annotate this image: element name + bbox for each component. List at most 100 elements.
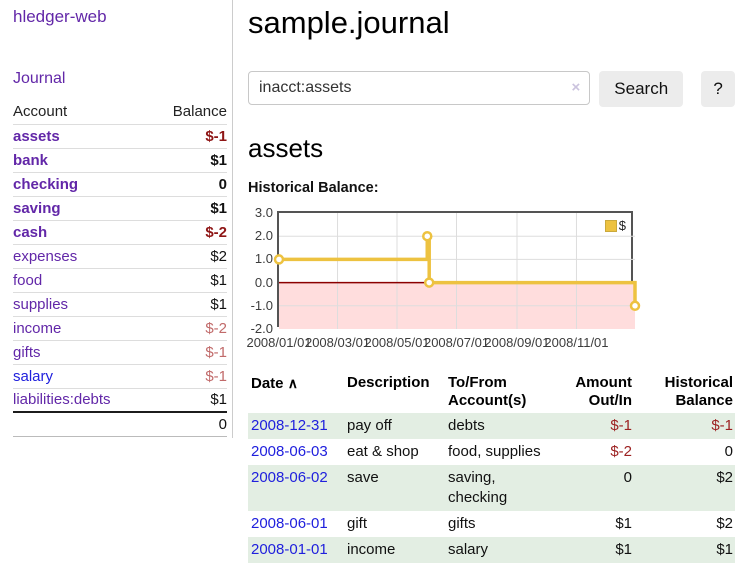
transaction-accounts: saving, checking (448, 469, 508, 506)
account-balance: $2 (150, 244, 227, 269)
transaction-amount: $-1 (610, 417, 632, 434)
sidebar-account-bank[interactable]: bank (13, 151, 49, 169)
account-column-header: Account (13, 100, 151, 125)
y-axis-tick-label: -2.0 (250, 321, 273, 336)
sidebar-account-food[interactable]: food (13, 271, 43, 289)
account-row: supplies $1 (13, 292, 227, 317)
x-axis-tick-label: 2008/05/01 (364, 335, 430, 350)
account-row: assets $-1 (13, 124, 227, 149)
transaction-accounts: debts (448, 417, 485, 434)
account-row: expenses $2 (13, 244, 227, 269)
sidebar-account-saving[interactable]: saving (13, 199, 61, 217)
account-balance: $-1 (150, 340, 227, 365)
account-row: salary $-1 (13, 364, 227, 389)
sidebar-account-salary[interactable]: salary (13, 367, 54, 385)
sidebar-item-journal[interactable]: Journal (13, 70, 66, 87)
account-row: saving $1 (13, 196, 227, 221)
transaction-description: income (347, 541, 396, 558)
transaction-date-link[interactable]: 2008-12-31 (251, 417, 328, 434)
sidebar-account-supplies[interactable]: supplies (13, 295, 69, 313)
account-balance: $1 (150, 268, 227, 293)
account-balance: $-1 (150, 124, 227, 149)
transaction-date-link[interactable]: 2008-06-01 (251, 515, 328, 532)
description-column-header: Description (347, 374, 430, 391)
brand-link[interactable]: hledger-web (13, 7, 107, 26)
chart-title: Historical Balance: (248, 180, 379, 196)
transaction-amount: $-2 (610, 443, 632, 460)
search-input[interactable] (248, 71, 591, 105)
chart-plot-area: $ 3.0 2.0 1.0 0.0 -1.0 -2.0 2008/01/01 2008/03/… (246, 205, 641, 350)
account-balance: $-2 (150, 220, 227, 245)
balance-column-header: Historical Balance (664, 374, 733, 409)
transaction-accounts: food, supplies (448, 443, 541, 460)
account-row: checking 0 (13, 172, 227, 197)
sidebar: hledger-web Journal Account Balance asse… (0, 0, 233, 438)
transaction-balance: $-1 (711, 417, 733, 434)
transaction-row: 2008-06-02 save saving, checking 0 $2 (248, 465, 735, 511)
sidebar-account-checking[interactable]: checking (13, 175, 79, 193)
data-point-marker (423, 277, 435, 288)
account-row: liabilities:debts $1 (13, 388, 227, 413)
transaction-amount: 0 (623, 469, 632, 486)
balance-column-header: Balance (150, 100, 227, 125)
account-row: income $-2 (13, 316, 227, 341)
transaction-row: 2008-06-01 gift gifts $1 $2 (248, 511, 735, 537)
account-balance: $-2 (150, 316, 227, 341)
main-content: sample.journal × Search ? assets Histori… (246, 0, 735, 563)
y-axis-tick-label: 2.0 (254, 228, 273, 244)
account-row: food $1 (13, 268, 227, 293)
clear-search-icon[interactable]: × (571, 79, 581, 96)
transactions-table: Date ∧ Description To/From Account(s) Am… (248, 372, 735, 563)
transaction-amount: $1 (615, 541, 632, 558)
x-axis-tick-label: 2008/07/01 (423, 335, 490, 350)
transaction-row: 2008-01-01 income salary $1 $1 (248, 537, 735, 563)
data-point-marker (422, 230, 433, 242)
page-title: sample.journal (248, 5, 450, 40)
search-bar: × Search ? (248, 71, 735, 107)
data-point-marker (273, 254, 285, 265)
data-point-marker (629, 300, 641, 312)
sidebar-account-expenses[interactable]: expenses (13, 247, 78, 265)
chart-canvas (273, 213, 641, 329)
sidebar-account-liabilities-debts[interactable]: liabilities:debts (13, 391, 111, 409)
amount-column-header: Amount Out/In (575, 374, 632, 409)
date-column-header[interactable]: Date ∧ (251, 375, 298, 392)
transaction-description: save (347, 469, 379, 486)
transaction-accounts: gifts (448, 515, 476, 532)
account-balance: $1 (150, 196, 227, 221)
transaction-balance: $2 (716, 469, 733, 486)
sidebar-account-income[interactable]: income (13, 319, 62, 337)
transaction-date-link[interactable]: 2008-01-01 (251, 541, 328, 558)
y-axis-tick-label: 0.0 (254, 274, 273, 290)
y-axis-tick-label: 3.0 (254, 205, 273, 220)
transaction-description: eat & shop (347, 443, 419, 460)
account-row: gifts $-1 (13, 340, 227, 365)
sidebar-account-cash[interactable]: cash (13, 223, 48, 241)
accounts-total-value: 0 (150, 411, 227, 437)
transaction-date-link[interactable]: 2008-06-02 (251, 469, 328, 486)
chart-legend: $ (604, 218, 626, 233)
sidebar-account-gifts[interactable]: gifts (13, 343, 41, 361)
account-balance: 0 (150, 172, 227, 197)
accounts-total-row: 0 (13, 411, 227, 437)
transaction-date-link[interactable]: 2008-06-03 (251, 443, 328, 460)
transaction-balance: $1 (716, 541, 733, 558)
account-heading: assets (248, 133, 324, 163)
x-axis-tick-label: 2008/09/01 (484, 335, 550, 350)
search-button[interactable]: Search (599, 71, 684, 107)
sort-ascending-icon: ∧ (287, 375, 298, 391)
account-balance-table: Account Balance assets $-1 bank $1 check… (13, 100, 227, 437)
transaction-row: 2008-12-31 pay off debts $-1 $-1 (248, 413, 735, 439)
account-table-header-row: Account Balance (13, 100, 227, 125)
transaction-accounts: salary (448, 541, 489, 558)
account-balance: $1 (150, 388, 227, 413)
transaction-balance: $2 (716, 515, 733, 532)
help-button[interactable]: ? (701, 71, 735, 107)
sidebar-account-assets[interactable]: assets (13, 127, 60, 145)
y-axis-tick-label: 1.0 (254, 251, 273, 267)
transaction-row: 2008-06-03 eat & shop food, supplies $-2… (248, 439, 735, 465)
transaction-description: pay off (347, 417, 392, 434)
transaction-description: gift (347, 515, 368, 532)
legend-label: $ (618, 218, 626, 233)
transaction-amount: $1 (615, 515, 632, 532)
